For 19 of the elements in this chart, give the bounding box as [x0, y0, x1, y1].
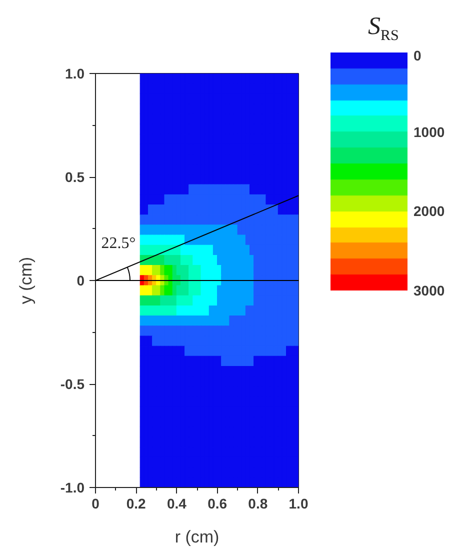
- color-bar-label: 0: [414, 48, 422, 64]
- y-tick-label: 0: [76, 272, 85, 288]
- x-tick-label: 0.2: [126, 496, 146, 512]
- x-tick-label: 0.6: [208, 496, 228, 512]
- color-bar-label: 1000: [414, 124, 445, 140]
- x-axis-title: r (cm): [174, 528, 220, 546]
- x-tick-label: 0.8: [248, 496, 268, 512]
- y-tick-label: -0.5: [60, 376, 85, 392]
- color-bar-title: S$_{RS}$: [368, 13, 399, 44]
- x-tick-label: 0.4: [166, 496, 187, 512]
- y-tick-label: 1.0: [65, 66, 85, 82]
- y-axis-title: y (cm): [16, 256, 36, 304]
- y-tick-label: 0.5: [65, 169, 85, 185]
- x-tick-label: 1.0: [288, 496, 308, 512]
- y-tick-label: -1.0: [60, 480, 85, 496]
- annotation: 22.5°: [101, 235, 136, 252]
- x-tick-label: 0: [92, 496, 100, 512]
- color-bar-label: 3000: [414, 282, 445, 298]
- color-bar-label: 2000: [414, 203, 445, 220]
